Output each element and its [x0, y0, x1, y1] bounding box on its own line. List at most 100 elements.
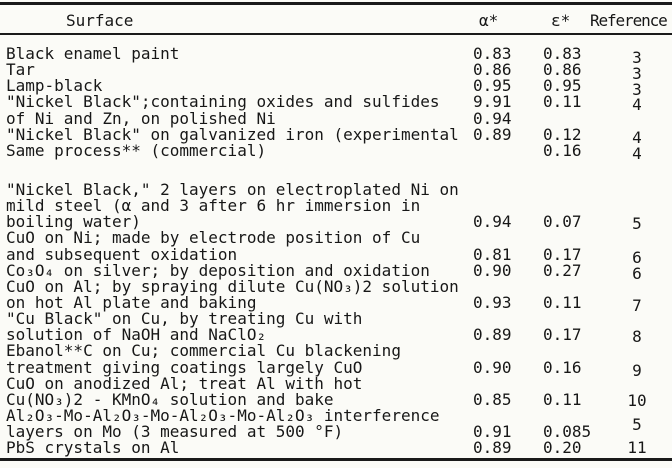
table-header-rule — [0, 33, 672, 35]
cell-reference: 4 — [632, 143, 642, 163]
table-row: "Cu Black" on Cu, by treating Cu with — [0, 309, 672, 329]
cell-reference: 3 — [632, 48, 642, 67]
cell-surface: "Nickel Black";containing oxides and sul… — [6, 92, 440, 112]
cell-reference: 6 — [632, 247, 642, 267]
cell-epsilon: 0.07 — [543, 212, 582, 232]
table-row: CuO on Al; by spraying dilute Cu(NO₃)2 s… — [0, 276, 672, 296]
cell-reference: 3 — [632, 64, 642, 84]
table-row: solution of NaOH and NaClO₂ 0.89 0.17 8 — [0, 325, 672, 347]
cell-alpha: 0.91 — [473, 422, 512, 442]
cell-surface: treatment giving coatings largely CuO — [6, 357, 363, 377]
cell-alpha: 0.83 — [473, 44, 512, 63]
cell-reference: 4 — [632, 127, 642, 147]
cell-epsilon: 0.27 — [543, 260, 582, 280]
table-row: Tar 0.86 0.86 3 — [0, 60, 672, 81]
cell-epsilon: 0.95 — [543, 76, 582, 96]
cell-epsilon: 0.16 — [543, 140, 582, 160]
cell-epsilon — [534, 182, 608, 198]
cell-alpha: 0.90 — [473, 260, 512, 280]
column-header-reference: Reference — [590, 11, 668, 30]
cell-surface: CuO on anodized Al; treat Al with hot — [6, 373, 363, 393]
table-row: of Ni and Zn, on polished Ni 0.94 — [0, 108, 672, 128]
table-row: Cu(NO₃)2 - KMnO₄ solution and bake 0.85 … — [0, 389, 672, 409]
cell-epsilon: 0.11 — [543, 389, 582, 409]
cell-reference — [608, 182, 672, 198]
cell-surface: mild steel (α and 3 after 6 hr immersion… — [6, 196, 421, 216]
column-header-surface: Surface — [66, 11, 134, 30]
table-row: layers on Mo (3 measured at 500 °F) 0.91… — [0, 416, 672, 442]
cell-alpha: 0.86 — [473, 60, 512, 80]
cell-reference: 3 — [632, 80, 642, 100]
section-gap — [0, 159, 672, 182]
cell-epsilon: 0.11 — [543, 92, 582, 112]
cell-alpha: 0.94 — [473, 108, 512, 128]
cell-surface: Co₃O₄ on silver; by deposition and oxida… — [6, 260, 430, 280]
cell-epsilon: 0.83 — [543, 44, 582, 63]
table-row: "Nickel Black," 2 layers on electroplate… — [0, 179, 672, 199]
cell-surface: Ebanol**C on Cu; commercial Cu blackenin… — [6, 341, 401, 361]
cell-alpha — [462, 182, 534, 198]
cell-surface: and subsequent oxidation — [6, 244, 238, 264]
cell-reference: 11 — [627, 438, 647, 458]
cell-epsilon: 0.17 — [543, 325, 582, 345]
cell-surface: Cu(NO₃)2 - KMnO₄ solution and bake — [6, 389, 334, 409]
table-bottom-rule — [0, 458, 672, 461]
cell-reference: 8 — [632, 327, 642, 347]
cell-surface: on hot Al plate and baking — [6, 292, 257, 312]
table-row: CuO on Ni; made by electrode position of… — [0, 230, 672, 246]
cell-epsilon: 0.16 — [543, 357, 582, 377]
cell-alpha: 0.93 — [473, 292, 512, 312]
cell-surface: Same process** (commercial) — [6, 140, 267, 160]
cell-surface: "Nickel Black" on galvanized iron (exper… — [6, 124, 459, 144]
cell-surface: Al₂O₃-Mo-Al₂O₃-Mo-Al₂O₃-Mo-Al₂O₃ interfe… — [6, 405, 440, 425]
column-header-alpha: α* — [479, 11, 499, 30]
cell-alpha: 0.95 — [473, 76, 512, 96]
cell-surface: CuO on Al; by spraying dilute Cu(NO₃)2 s… — [6, 276, 459, 296]
table-row: Lamp-black 0.95 0.95 3 — [0, 76, 672, 98]
cell-epsilon: 0.11 — [543, 292, 582, 312]
cell-reference: 5 — [632, 415, 642, 435]
cell-surface: "Cu Black" on Cu, by treating Cu with — [6, 309, 363, 329]
cell-epsilon: 0.86 — [543, 60, 582, 80]
cell-surface: solution of NaOH and NaClO₂ — [6, 325, 267, 345]
cell-alpha: 0.89 — [473, 438, 512, 458]
table-row: boiling water) 0.94 0.07 5 — [0, 212, 672, 234]
cell-epsilon: 0.20 — [543, 438, 582, 458]
table-row: "Nickel Black";containing oxides and sul… — [0, 92, 672, 115]
table-top-rule — [0, 2, 672, 5]
cell-surface: Tar — [6, 60, 35, 80]
cell-epsilon: 0.085 — [543, 422, 592, 442]
cell-reference: 4 — [632, 95, 642, 115]
cell-reference — [608, 198, 672, 214]
table-row: Ebanol**C on Cu; commercial Cu blackenin… — [0, 343, 672, 359]
table-row: Black enamel paint 0.83 0.83 3 — [0, 44, 672, 65]
table-row: Al₂O₃-Mo-Al₂O₃-Mo-Al₂O₃-Mo-Al₂O₃ interfe… — [0, 405, 672, 425]
table-header-row: Surface α* ε* Reference — [0, 11, 672, 30]
cell-alpha: 0.85 — [473, 389, 512, 409]
table-row: treatment giving coatings largely CuO 0.… — [0, 357, 672, 380]
cell-alpha: 9.91 — [473, 92, 512, 112]
cell-reference: 7 — [632, 295, 642, 315]
cell-alpha — [462, 143, 534, 159]
cell-epsilon: 0.17 — [543, 244, 582, 264]
cell-reference: 6 — [632, 263, 642, 283]
cell-alpha: 0.90 — [473, 357, 512, 377]
cell-surface: PbS crystals on Al — [6, 438, 180, 458]
cell-alpha: 0.89 — [473, 124, 512, 144]
cell-alpha: 0.94 — [473, 212, 512, 232]
table-body: Black enamel paint 0.83 0.83 3 Tar 0.86 … — [0, 44, 672, 458]
table-row: Co₃O₄ on silver; by deposition and oxida… — [0, 260, 672, 283]
cell-surface: "Nickel Black," 2 layers on electroplate… — [6, 179, 459, 199]
cell-surface: layers on Mo (3 measured at 500 °F) — [6, 422, 344, 442]
column-header-epsilon: ε* — [551, 11, 571, 30]
table-row: CuO on anodized Al; treat Al with hot — [0, 373, 672, 393]
cell-alpha: 0.89 — [473, 325, 512, 345]
table-row: "Nickel Black" on galvanized iron (exper… — [0, 124, 672, 147]
cell-reference: 9 — [632, 360, 642, 380]
table-row: mild steel (α and 3 after 6 hr immersion… — [0, 196, 672, 216]
table-row: on hot Al plate and baking 0.93 0.11 7 — [0, 292, 672, 315]
cell-epsilon: 0.12 — [543, 124, 582, 144]
cell-surface: of Ni and Zn, on polished Ni — [6, 108, 276, 128]
cell-reference: 5 — [632, 214, 642, 234]
